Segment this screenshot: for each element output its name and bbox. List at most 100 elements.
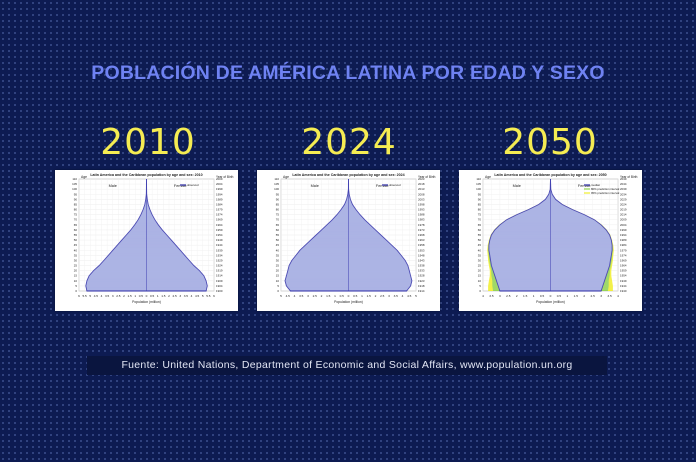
birth-year-tick-label: 2009 xyxy=(216,177,223,181)
birth-year-tick-label: 1978 xyxy=(418,223,425,227)
age-tick-label: 30 xyxy=(478,258,482,262)
age-tick-label: 95 xyxy=(74,192,78,196)
age-tick-label: 5 xyxy=(479,284,481,288)
age-tick-label: 50 xyxy=(276,238,280,242)
x-tick-label: 3 xyxy=(179,294,181,298)
age-tick-label: 40 xyxy=(74,248,78,252)
age-tick-label: 110 xyxy=(72,177,77,181)
age-tick-label: 10 xyxy=(74,279,78,283)
birth-year-tick-label: 1914 xyxy=(418,289,425,293)
birth-year-tick-label: 2009 xyxy=(620,218,627,222)
x-tick-label: 4.5 xyxy=(407,294,412,298)
legend-entry: median xyxy=(591,183,601,187)
pyramid-panel-2024: Latin America and the Caribbean populati… xyxy=(257,170,440,311)
x-tick-label: 2 xyxy=(583,294,585,298)
age-tick-label: 75 xyxy=(276,213,280,217)
x-tick-label: 0 xyxy=(348,294,350,298)
male-label: Male xyxy=(513,184,521,188)
x-tick-label: 3.5 xyxy=(394,294,399,298)
birth-year-tick-label: 1974 xyxy=(216,213,223,217)
x-tick-label: 0.5 xyxy=(150,294,155,298)
age-tick-label: 90 xyxy=(74,197,78,201)
age-tick-label: 0 xyxy=(479,289,481,293)
age-tick-label: 55 xyxy=(478,233,482,237)
year-label-2024: 2024 xyxy=(301,122,397,163)
age-tick-label: 50 xyxy=(74,238,78,242)
female-label: Female xyxy=(174,184,187,188)
x-tick-label: 3 xyxy=(388,294,390,298)
birth-year-tick-label: 1959 xyxy=(620,269,627,273)
age-tick-label: 15 xyxy=(478,274,482,278)
age-tick-label: 90 xyxy=(478,197,482,201)
birth-year-tick-label: 1973 xyxy=(418,228,425,232)
birth-year-tick-label: 1979 xyxy=(620,248,627,252)
birth-year-tick-label: 2024 xyxy=(620,202,627,206)
birth-year-tick-label: 2008 xyxy=(418,192,425,196)
age-tick-label: 65 xyxy=(276,223,280,227)
x-tick-label: 3 xyxy=(499,294,501,298)
age-tick-label: 0 xyxy=(75,289,77,293)
age-tick-label: 20 xyxy=(276,269,280,273)
x-tick-label: 6 xyxy=(78,294,80,298)
pyramid-panel-2050: Latin America and the Caribbean populati… xyxy=(459,170,642,311)
age-tick-label: 25 xyxy=(478,264,482,268)
birth-year-tick-label: 2049 xyxy=(620,177,627,181)
x-tick-label: 5.5 xyxy=(206,294,211,298)
year-label-2010: 2010 xyxy=(100,122,196,163)
age-tick-label: 90 xyxy=(276,197,280,201)
birth-year-tick-label: 2004 xyxy=(620,223,627,227)
x-tick-label: 3.5 xyxy=(105,294,110,298)
x-tick-label: 2 xyxy=(375,294,377,298)
age-tick-label: 80 xyxy=(276,208,280,212)
birth-year-tick-label: 1974 xyxy=(620,253,627,257)
birth-year-tick-label: 2004 xyxy=(216,182,223,186)
birth-year-tick-label: 1958 xyxy=(418,243,425,247)
birth-year-tick-label: 1954 xyxy=(620,274,627,278)
age-tick-label: 60 xyxy=(276,228,280,232)
x-tick-label: 0 xyxy=(146,294,148,298)
x-tick-label: 4.5 xyxy=(286,294,291,298)
age-tick-label: 25 xyxy=(74,264,78,268)
age-tick-label: 75 xyxy=(74,213,78,217)
birth-year-tick-label: 2044 xyxy=(620,182,627,186)
x-tick-label: 0.5 xyxy=(139,294,144,298)
y-left-title: Age xyxy=(81,175,87,179)
age-tick-label: 20 xyxy=(478,269,482,273)
age-tick-label: 95 xyxy=(276,192,280,196)
birth-year-tick-label: 1929 xyxy=(216,258,223,262)
year-label-2050: 2050 xyxy=(502,122,598,163)
age-tick-label: 40 xyxy=(276,248,280,252)
birth-year-tick-label: 1933 xyxy=(418,269,425,273)
age-tick-label: 100 xyxy=(274,187,279,191)
chart-title: Latin America and the Caribbean populati… xyxy=(494,173,606,177)
x-tick-label: 1 xyxy=(157,294,159,298)
age-tick-label: 105 xyxy=(72,182,77,186)
birth-year-tick-label: 1983 xyxy=(418,218,425,222)
age-tick-label: 0 xyxy=(277,289,279,293)
birth-year-tick-label: 1948 xyxy=(418,253,425,257)
age-tick-label: 55 xyxy=(276,233,280,237)
x-tick-label: 3.5 xyxy=(489,294,494,298)
age-tick-label: 45 xyxy=(276,243,280,247)
x-tick-label: 1.5 xyxy=(326,294,331,298)
age-tick-label: 65 xyxy=(478,223,482,227)
x-tick-label: 5 xyxy=(202,294,204,298)
birth-year-tick-label: 1934 xyxy=(216,253,223,257)
birth-year-tick-label: 1909 xyxy=(216,279,223,283)
birth-year-tick-label: 1998 xyxy=(418,202,425,206)
age-tick-label: 80 xyxy=(478,208,482,212)
x-tick-label: 1.5 xyxy=(161,294,166,298)
age-tick-label: 5 xyxy=(75,284,77,288)
birth-year-tick-label: 2029 xyxy=(620,197,627,201)
x-tick-label: 1.5 xyxy=(367,294,372,298)
birth-year-tick-label: 1999 xyxy=(620,228,627,232)
pyramid-panel-2010: Latin America and the Caribbean populati… xyxy=(55,170,238,311)
age-tick-label: 55 xyxy=(74,233,78,237)
birth-year-tick-label: 1953 xyxy=(418,248,425,252)
x-tick-label: 2 xyxy=(516,294,518,298)
pi80-band-right xyxy=(550,179,613,291)
legend-entry: 95% prediction interval xyxy=(591,191,620,195)
x-axis-label: Population (million) xyxy=(334,300,363,304)
age-tick-label: 35 xyxy=(74,253,78,257)
x-tick-label: 1 xyxy=(361,294,363,298)
